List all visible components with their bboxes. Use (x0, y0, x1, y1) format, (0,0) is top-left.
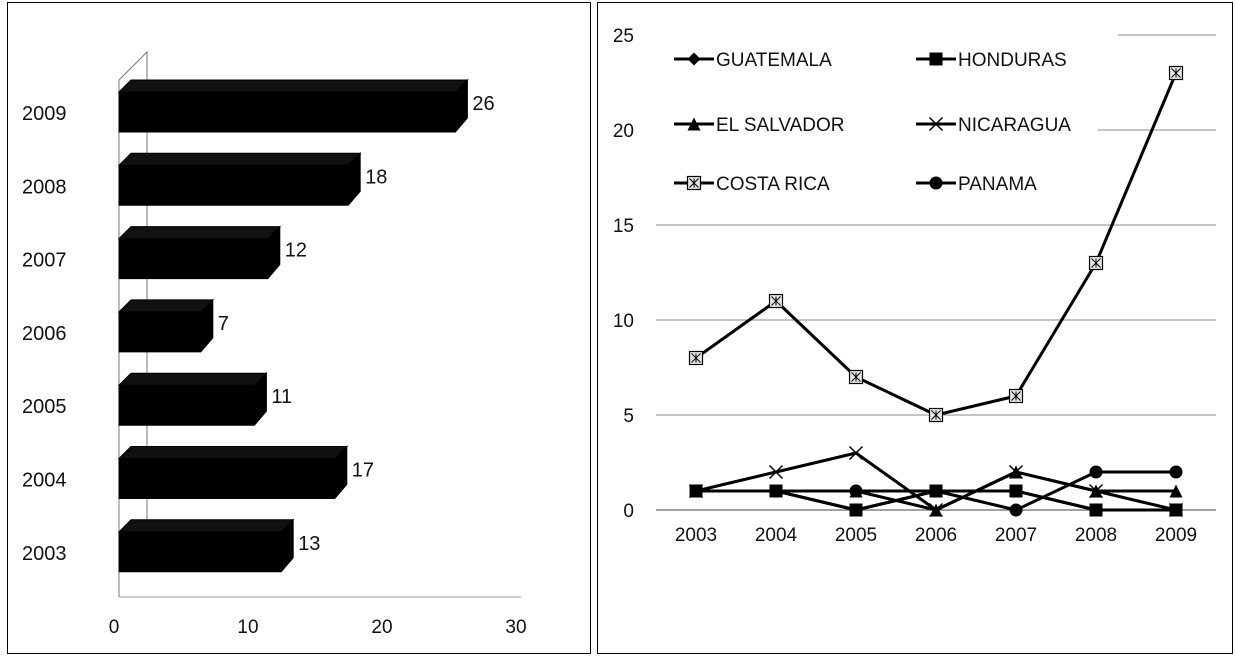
legend-label: GUATEMALA (716, 50, 832, 71)
legend-label: HONDURAS (958, 50, 1067, 71)
y-tick-label: 5 (623, 406, 634, 427)
series-nicaragua (688, 445, 1184, 518)
x-tick-label: 30 (505, 617, 526, 638)
x-tick-label: 2007 (995, 525, 1037, 546)
legend-item: EL SALVADOR (674, 115, 844, 136)
legend-item: PANAMA (916, 174, 1037, 195)
y-tick-label: 2005 (22, 396, 67, 418)
data-point (1169, 465, 1183, 479)
legend-item: COSTA RICA (674, 174, 830, 195)
data-point-glyph (1171, 68, 1181, 78)
data-point (848, 445, 864, 461)
data-point-glyph (771, 296, 781, 306)
legend-marker (929, 176, 943, 190)
legend-label: PANAMA (958, 174, 1037, 195)
series-panama (689, 465, 1183, 517)
data-point (849, 503, 863, 517)
bar-data-label: 17 (352, 460, 374, 482)
bar-chart: 1320031720041120057200612200718200826200… (22, 50, 527, 638)
bar-data-label: 13 (298, 533, 320, 555)
y-tick-label: 2004 (22, 470, 67, 492)
data-point (1009, 503, 1023, 517)
bar-group (117, 152, 362, 206)
bar-top-face (117, 519, 295, 533)
data-point (1009, 484, 1023, 498)
bar-data-label: 26 (472, 93, 494, 115)
bar-group (117, 78, 469, 133)
x-tick-label: 20 (371, 617, 392, 638)
y-tick-label: 2009 (22, 103, 67, 125)
data-point (1008, 464, 1024, 480)
data-point (849, 484, 863, 498)
legend-item: HONDURAS (916, 50, 1067, 71)
bar-top-face (117, 79, 469, 93)
line-chart-panel: 0 5 10 15 20 25 2003 2004 2005 2006 2007 2008 2009 GU… (597, 2, 1233, 654)
y-tick-label: 20 (613, 121, 634, 142)
bar-chart-panel: 13 2003 17 2004 11 2005 7 2006 12 2007 18 2008 26 200… (7, 2, 591, 654)
data-point (1169, 484, 1183, 498)
bar-group (117, 518, 295, 573)
data-point (1088, 483, 1104, 499)
legend-marker (687, 52, 701, 66)
legend-label: EL SALVADOR (716, 115, 844, 136)
legend-label: COSTA RICA (716, 174, 830, 195)
legend-marker (929, 52, 943, 66)
data-point (1089, 465, 1103, 479)
bar-group (117, 371, 268, 426)
bar-group (117, 225, 282, 280)
y-tick-label: 0 (623, 501, 634, 522)
x-tick-label: 0 (109, 617, 120, 638)
x-tick-label: 2004 (755, 525, 798, 546)
bar-top-face (117, 152, 362, 166)
data-point (1089, 503, 1103, 517)
data-point (1168, 502, 1184, 518)
x-tick-label: 2009 (1155, 525, 1197, 546)
legend-item: NICARAGUA (916, 115, 1071, 136)
bar-top-face (117, 446, 349, 459)
legend-marker (928, 116, 944, 132)
data-point-glyph (691, 353, 701, 363)
bar-data-label: 11 (271, 386, 292, 408)
line-chart: 0 5 10 15 20 25 2003 2004 2005 2006 2007 2008 2009 GU… (613, 26, 1216, 546)
x-tick-label: 2003 (675, 525, 717, 546)
y-tick-label: 2006 (22, 323, 67, 345)
legend-label: NICARAGUA (958, 115, 1071, 136)
legend-item: GUATEMALA (674, 50, 832, 71)
y-tick-label: 25 (613, 26, 634, 47)
y-tick-label: 2003 (22, 543, 67, 565)
bar-group (117, 298, 215, 353)
bar-top-face (117, 372, 268, 386)
data-point (768, 464, 784, 480)
data-point (769, 484, 783, 498)
data-point-glyph (1011, 391, 1021, 401)
series-line (695, 451, 1177, 512)
bar-top-face (117, 299, 215, 313)
y-tick-label: 15 (613, 216, 634, 237)
bar-top-face (117, 226, 282, 240)
x-tick-label: 2006 (915, 525, 957, 546)
data-point-glyph (931, 410, 941, 420)
data-point (689, 484, 703, 498)
y-tick-label: 2008 (22, 176, 67, 198)
y-tick-label: 2007 (22, 250, 67, 272)
data-point (928, 502, 944, 518)
bar-group (117, 445, 349, 499)
legend-marker (687, 117, 701, 131)
x-tick-label: 10 (237, 617, 258, 638)
data-point-glyph (851, 372, 861, 382)
bar-data-label: 18 (365, 166, 387, 188)
bar-data-label: 7 (218, 313, 229, 335)
y-tick-label: 10 (613, 311, 634, 332)
x-tick-label: 2008 (1075, 525, 1117, 546)
legend-marker-glyph (689, 178, 699, 188)
x-tick-label: 2005 (835, 525, 877, 546)
data-point-glyph (1091, 258, 1101, 268)
series-costa-rica (688, 65, 1184, 423)
bar-data-label: 12 (285, 240, 307, 262)
data-point (929, 484, 943, 498)
